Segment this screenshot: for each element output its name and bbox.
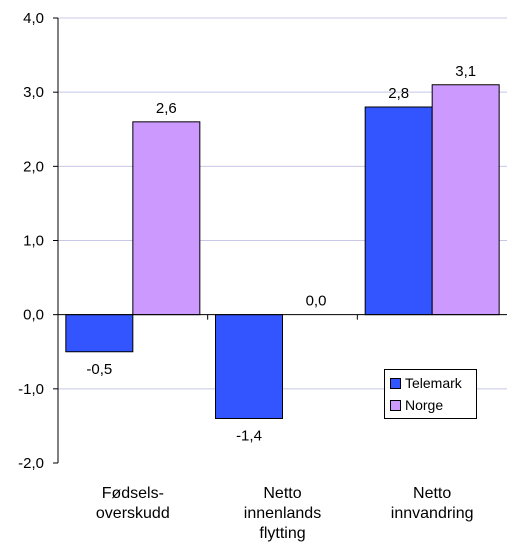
bar-norge-0: [132, 121, 201, 316]
bar-telemark-0: [65, 314, 134, 353]
bar-telemark-1: [215, 314, 283, 419]
y-tick-label: -1,0: [18, 381, 44, 398]
data-label: 2,8: [388, 85, 409, 102]
axes: [53, 17, 507, 464]
y-tick-label: 4,0: [23, 10, 44, 27]
legend-label-telemark: Telemark: [405, 375, 462, 391]
legend-swatch-norge: [390, 399, 401, 411]
y-tick-labels: -2,0 -1,0 0,0 1,0 2,0 3,0 4,0: [18, 10, 44, 472]
bar-telemark-2: [364, 106, 433, 316]
category-labels: Fødsels-overskudd Netto innenlands flytting…: [96, 485, 474, 542]
bars: [65, 84, 500, 419]
data-label: -1,4: [236, 428, 262, 445]
bar-norge-2: [431, 84, 500, 316]
data-label: -0,5: [86, 361, 112, 378]
category-label: Netto innvandring: [391, 485, 474, 522]
y-tick-label: -2,0: [18, 455, 44, 472]
y-tick-label: 1,0: [23, 233, 44, 250]
data-label: 0,0: [306, 293, 327, 310]
y-tick-label: 3,0: [23, 84, 44, 101]
data-label: 3,1: [455, 63, 476, 80]
legend-item-telemark: Telemark: [390, 375, 462, 391]
legend-label-norge: Norge: [405, 397, 444, 413]
data-labels: -0,5 -1,4 2,8 2,6 0,0 3,1: [86, 63, 476, 445]
category-label: Netto innenlands flytting: [244, 485, 321, 542]
data-label: 2,6: [156, 100, 177, 117]
legend-item-norge: Norge: [390, 397, 443, 413]
y-tick-label: 0,0: [23, 307, 44, 324]
y-tick-label: 2,0: [23, 158, 44, 175]
legend-swatch-telemark: [390, 377, 401, 389]
legend: Telemark Norge: [384, 369, 477, 419]
category-label: Fødsels-overskudd: [96, 485, 170, 522]
